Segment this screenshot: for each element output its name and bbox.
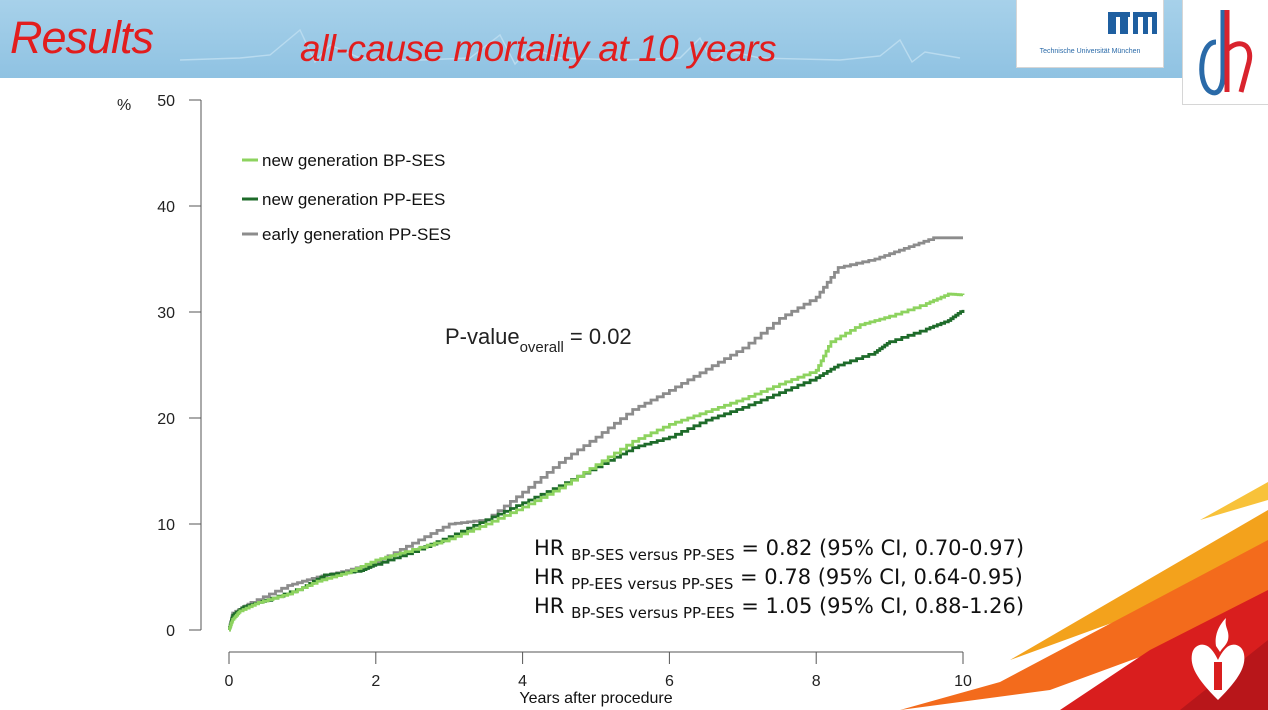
tum-logo: Technische Universität München (1016, 0, 1164, 68)
dh-logo-mark (1199, 10, 1253, 96)
hr-annotation-bp-vs-pp-ees: HR BP-SES versus PP-EES = 1.05 (95% CI, … (534, 594, 1024, 622)
slide-title: Results (10, 12, 154, 63)
hr-annotation-bp-vs-early: HR BP-SES versus PP-SES = 0.82 (95% CI, … (534, 536, 1024, 564)
x-tick-label: 0 (225, 673, 234, 690)
slide-subtitle: all-cause mortality at 10 years (300, 28, 776, 69)
curve-bp-ses (228, 292, 965, 632)
chart-legend: new generation BP-SES new generation PP-… (242, 151, 451, 244)
pvalue-annotation: P-valueoverall = 0.02 (445, 324, 632, 356)
y-tick-label: 20 (157, 411, 175, 428)
chart-curves (228, 236, 965, 632)
x-tick-label: 6 (665, 673, 674, 690)
y-tick-label: 30 (157, 305, 175, 322)
x-tick-label: 4 (518, 673, 527, 690)
chart-axes: 0 10 20 30 40 50 0 2 4 6 8 10 (157, 93, 972, 690)
header-wave-decoration (179, 28, 961, 66)
heart-torch-logo (1191, 618, 1245, 700)
y-tick-label: 40 (157, 199, 175, 216)
x-tick-label: 10 (954, 673, 972, 690)
y-tick-label: 0 (166, 623, 175, 640)
legend-label-pp-ees: new generation PP-EES (262, 190, 445, 209)
x-axis-label: Years after procedure (519, 690, 672, 707)
y-axis-unit-label: % (117, 97, 131, 114)
x-tick-label: 2 (371, 673, 380, 690)
y-tick-label: 10 (157, 517, 175, 534)
dh-logo (1182, 0, 1268, 105)
tum-name: Technische Universität München (1039, 48, 1141, 55)
tum-logo-mark (1108, 12, 1157, 34)
legend-label-bp-ses: new generation BP-SES (262, 151, 445, 170)
x-tick-label: 8 (812, 673, 821, 690)
legend-label-early-pp-ses: early generation PP-SES (262, 225, 451, 244)
y-tick-label: 50 (157, 93, 175, 110)
hr-annotation-pp-ees-vs-early: HR PP-EES versus PP-SES = 0.78 (95% CI, … (534, 565, 1023, 593)
